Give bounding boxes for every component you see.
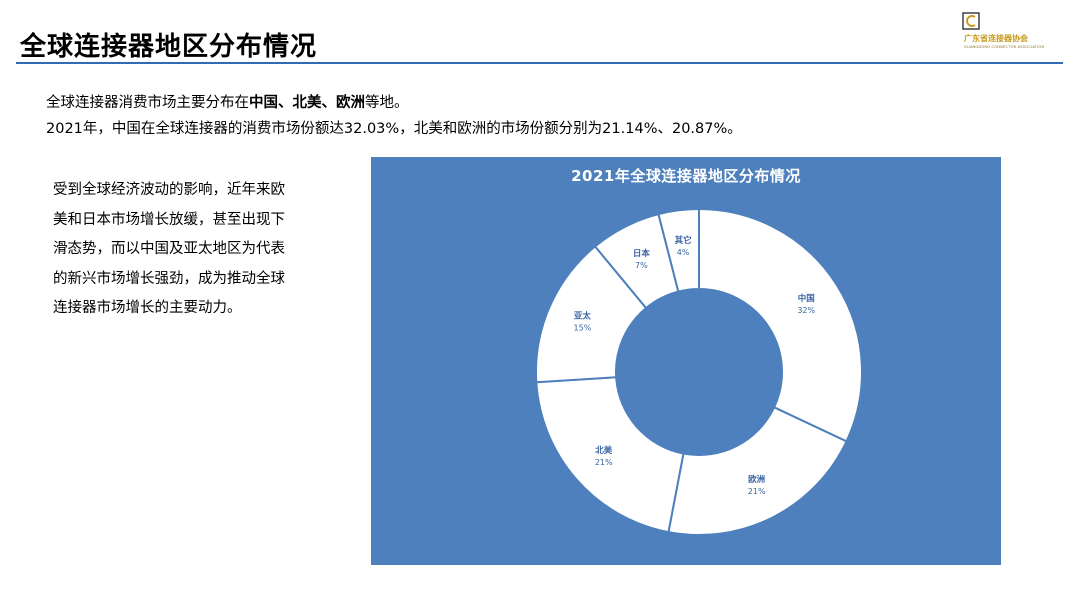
body-line: 滑态势，而以中国及亚太地区为代表	[53, 241, 285, 257]
slice-europe	[667, 406, 848, 536]
body-line: 连接器市场增长的主要动力。	[53, 300, 242, 316]
slice-label-japan: 日本	[633, 248, 651, 259]
body-line: 美和日本市场增长放缓，甚至出现下	[53, 211, 285, 228]
title-divider	[16, 62, 1063, 64]
chart-title: 2021年全球连接器地区分布情况	[571, 167, 801, 185]
slice-other	[657, 207, 700, 293]
body-paragraph: 受到全球经济波动的影响，近年来欧 美和日本市场增长放缓，甚至出现下 滑态势，而以…	[53, 176, 328, 324]
intro-line-1-highlight: 中国、北美、欧洲	[249, 95, 365, 111]
intro-line-1-suffix: 等地。	[365, 95, 409, 111]
slice-north-america	[535, 376, 685, 534]
slice-label-other: 其它	[675, 235, 692, 246]
slice-value-other: 4%	[677, 248, 690, 257]
slice-label-asia-pacific: 亚太	[574, 311, 592, 322]
body-line: 受到全球经济波动的影响，近年来欧	[53, 182, 285, 198]
logo-icon	[962, 12, 980, 30]
slice-value-japan: 7%	[635, 261, 648, 270]
slice-label-china: 中国	[798, 293, 815, 304]
page-title: 全球连接器地区分布情况	[20, 32, 318, 62]
slice-value-china: 32%	[797, 306, 815, 315]
donut-chart: 中国 32% 欧洲 21% 北美 21% 亚太 15% 日本 7% 其它 4%	[535, 207, 863, 536]
slice-value-north-america: 21%	[595, 458, 613, 467]
intro-line-1: 全球连接器消费市场主要分布在中国、北美、欧洲等地。	[46, 90, 742, 116]
intro-line-1-prefix: 全球连接器消费市场主要分布在	[46, 95, 249, 111]
slice-value-asia-pacific: 15%	[574, 324, 592, 333]
chart-panel: 2021年全球连接器地区分布情况 中国 32% 欧洲 21% 北美 21% 亚太 15% 日本 7…	[371, 157, 1001, 565]
logo-name: 广东省连接器协会	[964, 34, 1028, 43]
intro-text: 全球连接器消费市场主要分布在中国、北美、欧洲等地。 2021年，中国在全球连接器…	[46, 90, 742, 142]
logo-subtext: GUANGDONG CONNECTOR ASSOCIATION	[964, 45, 1045, 49]
body-line: 的新兴市场增长强劲，成为推动全球	[53, 270, 285, 287]
slice-label-europe: 欧洲	[748, 474, 765, 485]
association-logo: 广东省连接器协会 GUANGDONG CONNECTOR ASSOCIATION	[962, 12, 1045, 52]
intro-line-2: 2021年，中国在全球连接器的消费市场份额达32.03%，北美和欧洲的市场份额分…	[46, 121, 742, 137]
slice-label-north-america: 北美	[595, 445, 613, 456]
slice-value-europe: 21%	[748, 487, 766, 496]
slice-china	[698, 207, 863, 443]
